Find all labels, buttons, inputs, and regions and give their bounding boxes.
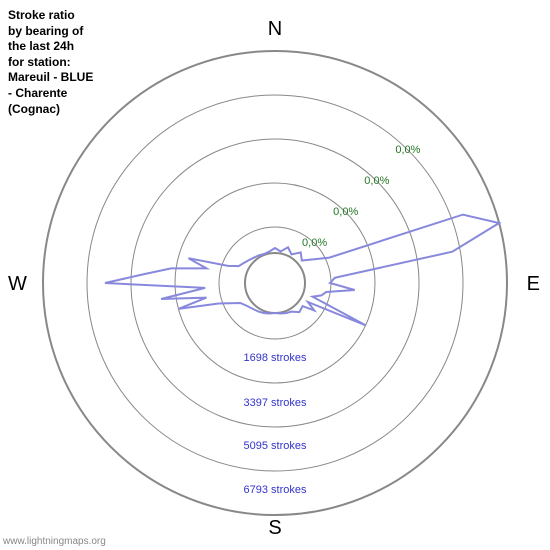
compass-w: W xyxy=(8,273,27,296)
polar-chart-container: Stroke ratioby bearing ofthe last 24hfor… xyxy=(0,0,550,550)
attribution-text: www.lightningmaps.org xyxy=(3,536,106,547)
percent-label: 0,0% xyxy=(395,144,420,156)
stroke-count-label: 5095 strokes xyxy=(244,440,307,452)
percent-label: 0,0% xyxy=(364,175,389,187)
chart-title: Stroke ratioby bearing ofthe last 24hfor… xyxy=(8,8,93,117)
percent-label: 0,0% xyxy=(333,206,358,218)
compass-e: E xyxy=(527,273,540,296)
polar-ring xyxy=(245,253,305,313)
percent-label: 0,0% xyxy=(302,237,327,249)
compass-s: S xyxy=(268,517,281,540)
stroke-count-label: 6793 strokes xyxy=(244,484,307,496)
stroke-count-label: 3397 strokes xyxy=(244,397,307,409)
compass-n: N xyxy=(268,18,282,41)
stroke-count-label: 1698 strokes xyxy=(244,352,307,364)
